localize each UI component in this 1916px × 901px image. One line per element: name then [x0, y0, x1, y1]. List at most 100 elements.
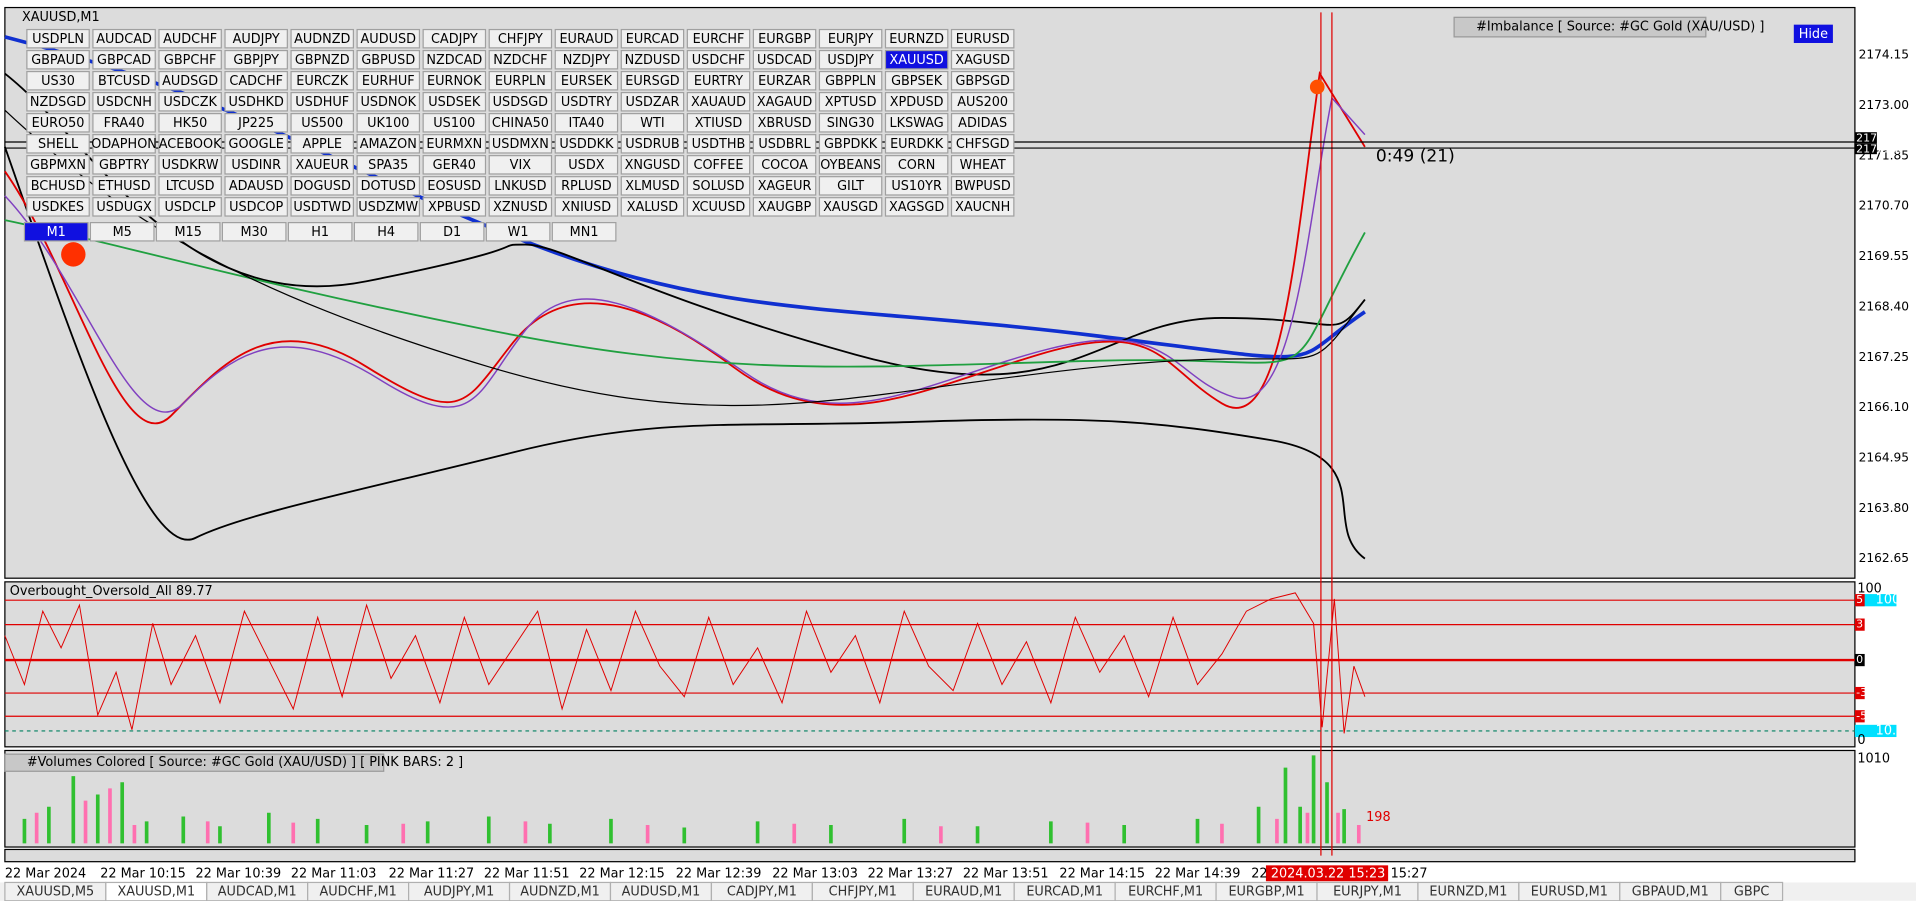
- symbol-label[interactable]: GBPNZD: [295, 53, 350, 68]
- symbol-button[interactable]: [752, 176, 817, 196]
- symbol-label[interactable]: USDKES: [32, 200, 84, 215]
- tab-label[interactable]: GBPAUD,M1: [1632, 885, 1709, 900]
- symbol-label[interactable]: EURO50: [32, 116, 85, 131]
- symbol-button[interactable]: [158, 134, 222, 154]
- symbol-label[interactable]: XAGUSD: [955, 53, 1010, 68]
- symbol-button[interactable]: [26, 134, 90, 154]
- symbol-label[interactable]: XNGUSD: [625, 158, 681, 173]
- symbol-label[interactable]: XAUCNH: [955, 200, 1010, 215]
- symbol-label[interactable]: USDCNH: [96, 95, 152, 110]
- symbol-button[interactable]: [620, 176, 685, 196]
- symbol-button[interactable]: [158, 176, 222, 196]
- symbol-button[interactable]: [752, 155, 817, 175]
- symbol-button[interactable]: [92, 49, 156, 70]
- symbol-label[interactable]: XAGEUR: [758, 179, 812, 194]
- symbol-button[interactable]: [158, 70, 222, 91]
- symbol-label[interactable]: GBPCHF: [164, 53, 216, 68]
- symbol-label[interactable]: DOGUSD: [294, 179, 351, 194]
- symbol-button[interactable]: [92, 176, 156, 196]
- symbol-label[interactable]: CADJPY: [431, 32, 478, 47]
- symbol-button[interactable]: [224, 197, 288, 217]
- symbol-label[interactable]: XPBUSD: [428, 200, 481, 215]
- symbol-label[interactable]: XBRUSD: [758, 116, 812, 131]
- symbol-label[interactable]: USDTWD: [293, 200, 351, 215]
- symbol-button[interactable]: [290, 155, 354, 175]
- symbol-label[interactable]: FRA40: [104, 116, 145, 131]
- tab-label[interactable]: AUDJPY,M1: [424, 885, 494, 900]
- timeframe-button[interactable]: [89, 221, 155, 242]
- symbol-button[interactable]: [224, 113, 288, 133]
- symbol-label[interactable]: XAGAUD: [757, 95, 812, 110]
- symbol-label[interactable]: XCUUSD: [692, 200, 746, 215]
- symbol-label[interactable]: ADIDAS: [958, 116, 1007, 131]
- symbol-label[interactable]: GBPUSD: [361, 53, 415, 68]
- symbol-label[interactable]: CADCHF: [229, 74, 283, 89]
- symbol-button[interactable]: [422, 176, 487, 196]
- symbol-label[interactable]: GOOGLE: [229, 137, 284, 152]
- symbol-button[interactable]: [686, 70, 751, 91]
- timeframe-label[interactable]: H1: [311, 225, 329, 240]
- symbol-label[interactable]: EURCZK: [296, 74, 349, 89]
- tab-label[interactable]: CHFJPY,M1: [829, 885, 897, 900]
- symbol-label[interactable]: WTI: [640, 116, 664, 131]
- symbol-label[interactable]: EURZAR: [758, 74, 811, 89]
- symbol-button[interactable]: [884, 49, 949, 70]
- symbol-label[interactable]: SHELL: [38, 137, 79, 152]
- symbol-label[interactable]: USDPLN: [32, 32, 84, 47]
- symbol-button[interactable]: [26, 155, 90, 175]
- symbol-label[interactable]: USDHUF: [295, 95, 349, 110]
- tab-label[interactable]: GBPC: [1734, 885, 1769, 900]
- symbol-label[interactable]: XAUEUR: [296, 158, 349, 173]
- symbol-button[interactable]: [290, 176, 354, 196]
- symbol-button[interactable]: [884, 134, 949, 154]
- symbol-label[interactable]: USDTRY: [561, 95, 612, 110]
- symbol-label[interactable]: USDNOK: [361, 95, 417, 110]
- symbol-label[interactable]: US10YR: [891, 179, 942, 194]
- symbol-label[interactable]: EURUSD: [956, 32, 1010, 47]
- tab-label[interactable]: EURGBP,M1: [1228, 885, 1304, 900]
- symbol-button[interactable]: [686, 197, 751, 217]
- symbol-label[interactable]: NZDCAD: [426, 53, 482, 68]
- timeframe-label[interactable]: M1: [47, 225, 66, 240]
- symbol-button[interactable]: [752, 113, 817, 133]
- tab-label[interactable]: AUDUSD,M1: [622, 885, 701, 900]
- symbol-button[interactable]: [92, 91, 156, 112]
- timeframe-button[interactable]: [551, 221, 617, 242]
- symbol-button[interactable]: [356, 197, 421, 217]
- symbol-button[interactable]: [290, 134, 354, 154]
- symbol-button[interactable]: [224, 134, 288, 154]
- symbol-label[interactable]: XTIUSD: [695, 116, 743, 131]
- symbol-button[interactable]: [224, 91, 288, 112]
- symbol-label[interactable]: RPLUSD: [561, 179, 612, 194]
- symbol-button[interactable]: [422, 91, 487, 112]
- symbol-label[interactable]: BCHUSD: [31, 179, 86, 194]
- symbol-button[interactable]: [356, 70, 421, 91]
- tab-label[interactable]: AUDNZD,M1: [520, 885, 600, 900]
- symbol-label[interactable]: EURPLN: [495, 74, 546, 89]
- symbol-label[interactable]: EURCHF: [693, 32, 745, 47]
- symbol-button[interactable]: [158, 28, 222, 49]
- symbol-button[interactable]: [884, 197, 949, 217]
- symbol-label[interactable]: JP225: [237, 116, 274, 131]
- symbol-label[interactable]: DOTUSD: [361, 179, 416, 194]
- symbol-button[interactable]: [488, 197, 553, 217]
- symbol-button[interactable]: [818, 155, 883, 175]
- timeframe-button[interactable]: [221, 221, 287, 242]
- tab-label[interactable]: XAUUSD,M1: [117, 885, 195, 900]
- symbol-button[interactable]: [884, 176, 949, 196]
- symbol-label[interactable]: GBPMXN: [30, 158, 86, 173]
- symbol-button[interactable]: [488, 49, 553, 70]
- symbol-label[interactable]: EURTRY: [694, 74, 743, 89]
- symbol-button[interactable]: [950, 91, 1015, 112]
- symbol-button[interactable]: [422, 113, 487, 133]
- symbol-button[interactable]: [158, 155, 222, 175]
- symbol-button[interactable]: [620, 70, 685, 91]
- symbol-label[interactable]: USDBRL: [758, 137, 811, 152]
- symbol-label[interactable]: XAGSGD: [889, 200, 944, 215]
- symbol-button[interactable]: [554, 70, 619, 91]
- symbol-button[interactable]: [554, 28, 619, 49]
- symbol-label[interactable]: USDCOP: [229, 200, 283, 215]
- symbol-label[interactable]: USDTHB: [692, 137, 746, 152]
- tab-label[interactable]: EURUSD,M1: [1531, 885, 1608, 900]
- symbol-label[interactable]: USDDKK: [559, 137, 614, 152]
